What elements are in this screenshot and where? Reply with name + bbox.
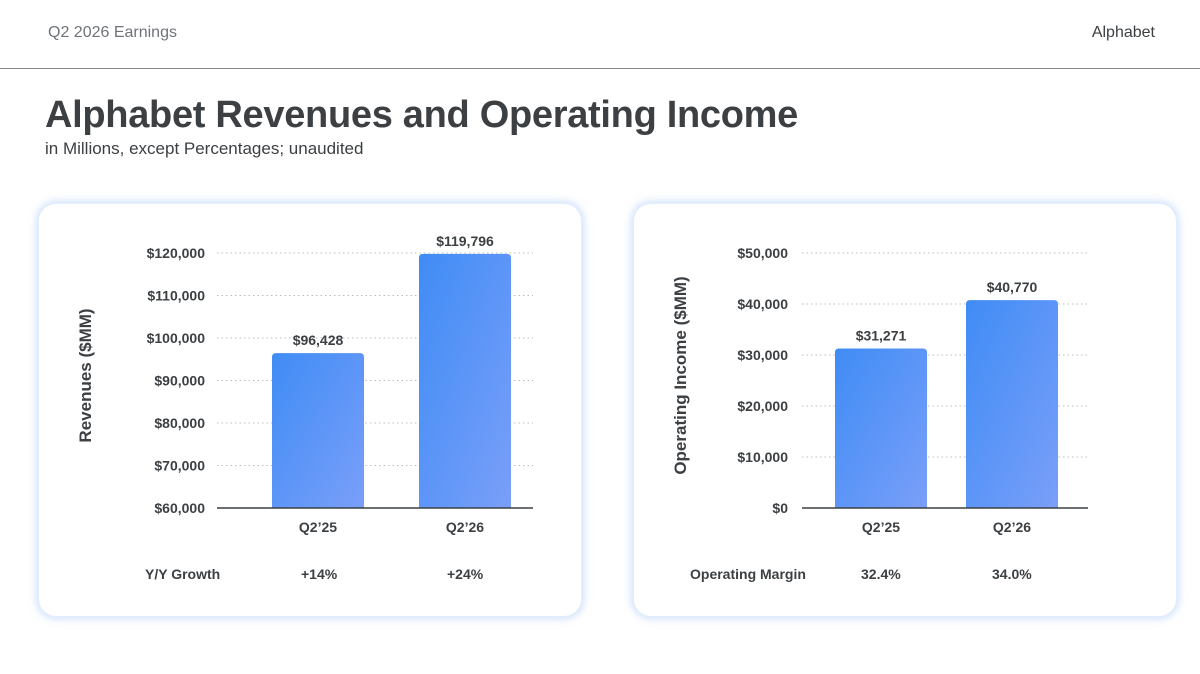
data-label: $40,770: [987, 279, 1038, 295]
data-label: $119,796: [436, 233, 494, 249]
operating-margin-label: Operating Margin: [690, 566, 806, 582]
bar-q2-26: [966, 300, 1058, 508]
data-label: $96,428: [293, 332, 344, 348]
x-category-label: Q2’25: [862, 519, 900, 535]
y-axis-title: Revenues ($MM): [76, 308, 95, 442]
y-tick-label: $0: [772, 500, 788, 516]
operating-income-bar-chart: $0 $10,000 $20,000 $30,000 $40,000 $50,000 $31…: [671, 245, 1088, 535]
data-label: $31,271: [856, 328, 907, 344]
y-tick-label: $90,000: [154, 373, 205, 389]
x-category-label: Q2’25: [299, 519, 337, 535]
operating-margin-value-q2-26: 34.0%: [992, 566, 1032, 582]
y-tick-label: $50,000: [737, 245, 788, 261]
yy-growth-value-q2-25: +14%: [301, 566, 338, 582]
y-tick-label: $120,000: [147, 245, 206, 261]
y-tick-label: $30,000: [737, 347, 788, 363]
operating-income-chart-card: $0 $10,000 $20,000 $30,000 $40,000 $50,000 $31…: [633, 203, 1177, 617]
y-tick-label: $20,000: [737, 398, 788, 414]
y-tick-label: $70,000: [154, 458, 205, 474]
bar-q2-25: [835, 348, 927, 508]
x-category-label: Q2’26: [993, 519, 1031, 535]
y-axis-title: Operating Income ($MM): [671, 276, 690, 474]
yy-growth-value-q2-26: +24%: [447, 566, 484, 582]
operating-margin-value-q2-25: 32.4%: [861, 566, 901, 582]
revenue-bar-chart: $60,000 $70,000 $80,000 $90,000 $100,000 $110…: [76, 233, 533, 535]
yy-growth-label: Y/Y Growth: [145, 566, 221, 582]
bar-q2-25: [272, 353, 364, 508]
bar-q2-26: [419, 253, 511, 508]
page-title: Alphabet Revenues and Operating Income: [45, 94, 798, 136]
y-tick-label: $80,000: [154, 415, 205, 431]
top-header-bar: Q2 2026 Earnings Alphabet: [0, 0, 1200, 69]
y-tick-label: $10,000: [737, 449, 788, 465]
y-tick-label: $110,000: [147, 288, 205, 304]
page-subtitle: in Millions, except Percentages; unaudit…: [45, 139, 364, 158]
x-category-label: Q2’26: [446, 519, 484, 535]
y-tick-label: $100,000: [147, 330, 206, 346]
company-logo-text: Alphabet: [1091, 24, 1155, 41]
revenue-chart-card: $60,000 $70,000 $80,000 $90,000 $100,000 $110…: [38, 203, 582, 617]
report-period-label: Q2 2026 Earnings: [48, 24, 177, 41]
y-tick-label: $40,000: [737, 296, 788, 312]
y-tick-label: $60,000: [154, 500, 205, 516]
